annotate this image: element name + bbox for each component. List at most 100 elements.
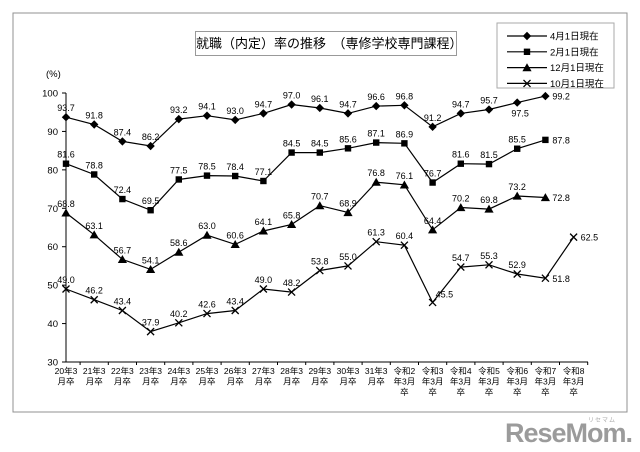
- x-category-label: 20年3 月卒: [55, 366, 78, 387]
- x-category-label: 令和3 年3月卒: [422, 366, 444, 397]
- y-tick-label: 30: [47, 358, 58, 369]
- data-label: 96.6: [367, 92, 385, 102]
- x-category-label: 23年3 月卒: [139, 366, 162, 387]
- data-label: 72.8: [552, 193, 570, 203]
- x-marker: [203, 309, 211, 318]
- triangle-marker: [202, 230, 212, 239]
- square-marker: [288, 149, 295, 156]
- triangle-marker: [287, 220, 297, 229]
- x-category-label: 30年3 月卒: [337, 366, 360, 387]
- data-label: 97.5: [511, 109, 529, 119]
- data-label: 70.7: [311, 192, 329, 202]
- y-tick-label: 70: [47, 204, 58, 215]
- x-category-label: 27年3 月卒: [252, 366, 275, 387]
- data-label: 42.6: [198, 300, 216, 310]
- diamond-marker: [231, 115, 240, 125]
- triangle-marker: [146, 264, 156, 273]
- legend-label: 4月1日現在: [550, 31, 599, 43]
- x-marker: [146, 327, 155, 336]
- x-marker: [315, 266, 324, 275]
- diamond-marker: [61, 113, 71, 122]
- x-category-label: 21年3 月卒: [83, 366, 106, 387]
- data-label: 54.7: [452, 253, 470, 263]
- diamond-marker: [315, 103, 324, 113]
- triangle-marker: [315, 201, 325, 210]
- data-label: 69.8: [480, 195, 498, 205]
- diamond-marker: [400, 101, 409, 110]
- data-label: 58.6: [170, 238, 188, 248]
- square-marker: [373, 139, 380, 146]
- y-tick-label: 80: [47, 165, 58, 176]
- triangle-marker: [61, 208, 71, 217]
- x-category-label: 令和8 年3月卒: [563, 366, 585, 397]
- data-label: 62.5: [581, 233, 599, 243]
- data-label: 56.7: [114, 245, 132, 255]
- triangle-marker: [230, 240, 240, 249]
- x-marker: [90, 295, 99, 304]
- data-label: 53.8: [311, 257, 329, 267]
- y-tick-label: 90: [47, 127, 58, 138]
- data-label: 77.5: [170, 165, 188, 175]
- data-label: 76.1: [396, 171, 414, 181]
- diamond-marker: [372, 101, 381, 111]
- diamond-marker: [146, 141, 155, 151]
- data-label: 86.9: [396, 129, 414, 139]
- x-category-label: 令和4 年3月卒: [450, 366, 472, 397]
- square-marker: [260, 177, 267, 185]
- legend-label: 12月1日現在: [550, 62, 604, 74]
- data-label: 93.0: [226, 106, 244, 116]
- data-label: 45.5: [436, 289, 454, 299]
- square-marker: [429, 179, 436, 186]
- data-label: 86.2: [142, 132, 160, 142]
- data-label: 76.7: [424, 169, 442, 179]
- resemom-ruby-text: リセマム: [587, 418, 616, 424]
- legend-box: [496, 22, 615, 89]
- data-label: 55.0: [339, 252, 357, 262]
- square-marker: [401, 140, 408, 147]
- y-tick-label: 60: [47, 242, 58, 253]
- data-label: 49.0: [57, 275, 75, 285]
- x-marker: [400, 241, 409, 250]
- x-marker: [287, 288, 296, 297]
- square-marker: [91, 171, 98, 178]
- x-marker: [541, 274, 550, 283]
- data-label: 64.4: [424, 216, 442, 226]
- data-label: 64.1: [255, 217, 273, 227]
- diamond-marker: [174, 114, 183, 124]
- x-category-label: 31年3 月卒: [365, 366, 388, 387]
- triangle-marker: [174, 247, 184, 256]
- data-label: 65.8: [283, 210, 301, 220]
- x-marker: [513, 270, 522, 278]
- data-label: 55.3: [480, 251, 498, 261]
- data-label: 63.0: [198, 221, 216, 231]
- square-marker: [62, 160, 70, 167]
- x-marker: [259, 285, 268, 293]
- diamond-marker: [428, 122, 437, 132]
- data-label: 48.2: [283, 278, 301, 288]
- x-marker: [231, 306, 240, 315]
- diamond-marker: [90, 120, 99, 129]
- data-label: 76.8: [367, 168, 385, 178]
- legend-label: 2月1日現在: [550, 46, 599, 58]
- square-marker: [344, 145, 352, 152]
- data-label: 49.0: [255, 275, 273, 285]
- data-label: 43.4: [114, 297, 132, 307]
- data-label: 63.1: [85, 221, 103, 231]
- x-marker: [456, 263, 465, 272]
- data-label: 61.3: [367, 228, 385, 238]
- diamond-marker: [118, 137, 127, 146]
- x-category-label: 25年3 月卒: [196, 366, 219, 387]
- resemom-logo-text: ReseMom.: [504, 418, 633, 448]
- square-marker: [523, 48, 531, 55]
- x-marker: [174, 318, 183, 327]
- triangle-marker: [343, 208, 353, 217]
- triangle-marker: [540, 193, 550, 202]
- square-marker: [457, 160, 464, 167]
- data-label: 52.9: [508, 260, 526, 270]
- data-label: 51.8: [552, 274, 570, 284]
- legend: 4月1日現在 2月1日現在 12月1日現在 10月1日現在: [496, 22, 615, 90]
- x-marker: [118, 306, 127, 315]
- diamond-marker: [484, 105, 494, 114]
- x-marker: [372, 237, 381, 246]
- data-label: 84.5: [311, 139, 329, 149]
